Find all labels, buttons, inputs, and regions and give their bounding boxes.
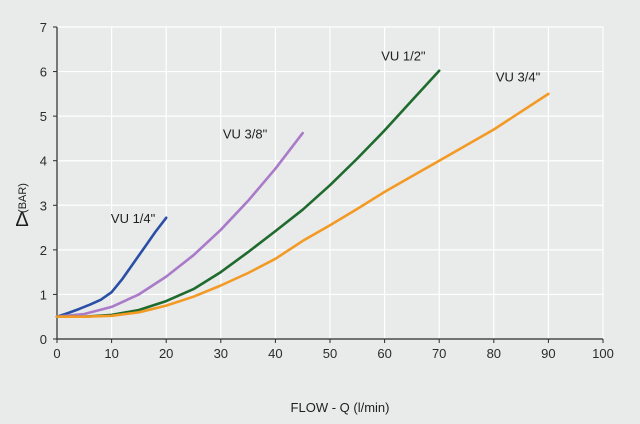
y-tick-label: 3 <box>40 198 47 213</box>
series-line-vu-1-2 <box>55 69 441 319</box>
series-line-vu-3-8 <box>55 131 305 319</box>
series-line-vu-1-4 <box>55 216 168 319</box>
series-line-vu-3-4 <box>55 92 550 319</box>
x-tick-label: 0 <box>53 346 60 361</box>
series-label-vu-1-4: VU 1/4" <box>111 211 156 226</box>
y-tick-label: 6 <box>40 65 47 80</box>
y-tick-label: 1 <box>40 287 47 302</box>
x-tick-label: 100 <box>592 346 614 361</box>
series-label-vu-3-8: VU 3/8" <box>223 126 268 141</box>
axes: 0 10 20 30 40 50 60 70 80 90 100 0 1 2 3 4 5 6 7 <box>40 20 614 361</box>
x-tick-label: 70 <box>432 346 446 361</box>
y-axis-title: Δ (BAR) <box>15 183 29 231</box>
series-label-vu-1-2: VU 1/2" <box>381 48 426 63</box>
x-tick-label: 30 <box>214 346 228 361</box>
x-tick-label: 10 <box>104 346 118 361</box>
x-tick-label: 50 <box>323 346 337 361</box>
y-tick-label: 2 <box>40 243 47 258</box>
y-tick-label: 0 <box>40 332 47 347</box>
x-axis-title: FLOW - Q (l/min) <box>291 400 390 415</box>
x-tick-label: 90 <box>541 346 555 361</box>
y-tick-label: 7 <box>40 20 47 35</box>
y-axis-unit: (BAR) <box>17 183 29 213</box>
grid <box>57 26 604 339</box>
x-tick-label: 20 <box>159 346 173 361</box>
series-labels: VU 1/4" VU 3/8" VU 1/2" VU 3/4" <box>111 48 541 226</box>
x-tick-label: 80 <box>487 346 501 361</box>
y-axis-symbol: Δ <box>15 209 28 231</box>
y-tick-label: 5 <box>40 109 47 124</box>
x-tick-label: 40 <box>268 346 282 361</box>
series-label-vu-3-4: VU 3/4" <box>496 69 541 84</box>
x-tick-label: 60 <box>377 346 391 361</box>
series-lines <box>55 69 550 319</box>
y-tick-label: 4 <box>40 154 47 169</box>
